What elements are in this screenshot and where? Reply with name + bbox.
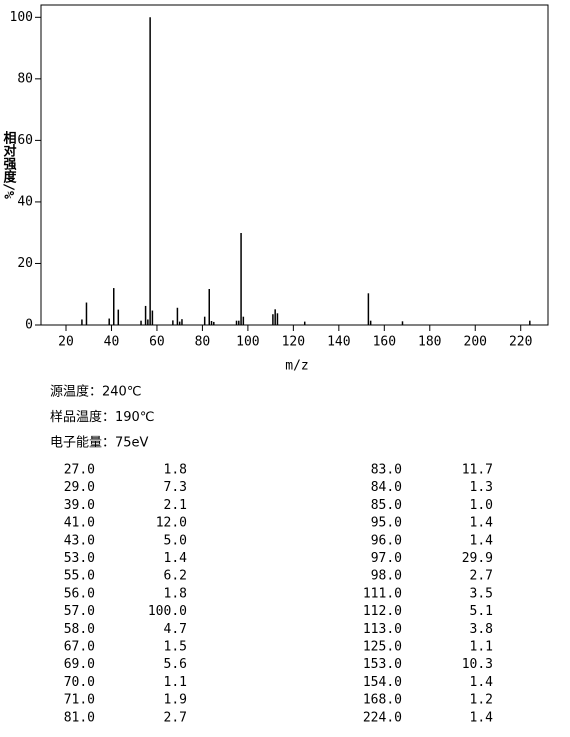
intensity-cell: 1.4 bbox=[470, 710, 494, 725]
intensity-cell: 100.0 bbox=[148, 604, 187, 619]
intensity-cell: 4.7 bbox=[164, 622, 187, 637]
mz-cell: 168.0 bbox=[363, 693, 402, 708]
x-tick-label: 60 bbox=[149, 335, 165, 350]
condition-line: 样品温度：190℃ bbox=[50, 409, 154, 425]
x-tick-label: 40 bbox=[104, 335, 120, 350]
intensity-cell: 1.4 bbox=[164, 551, 188, 566]
mz-cell: 27.0 bbox=[64, 463, 95, 478]
mz-cell: 39.0 bbox=[64, 498, 95, 513]
intensity-cell: 5.6 bbox=[164, 657, 187, 672]
y-tick-label: 40 bbox=[17, 194, 33, 209]
intensity-cell: 7.3 bbox=[164, 480, 187, 495]
mz-cell: 98.0 bbox=[371, 569, 402, 584]
x-tick-label: 140 bbox=[327, 335, 350, 350]
mz-cell: 57.0 bbox=[64, 604, 95, 619]
mz-cell: 224.0 bbox=[363, 710, 402, 725]
plot-frame bbox=[40, 4, 549, 326]
mz-cell: 125.0 bbox=[363, 640, 402, 655]
intensity-cell: 2.7 bbox=[164, 710, 187, 725]
mz-cell: 96.0 bbox=[371, 533, 402, 548]
mz-cell: 112.0 bbox=[363, 604, 402, 619]
x-tick-label: 120 bbox=[282, 335, 305, 350]
mz-cell: 69.0 bbox=[64, 657, 95, 672]
intensity-cell: 12.0 bbox=[156, 516, 187, 531]
mz-cell: 113.0 bbox=[363, 622, 402, 637]
x-tick-label: 20 bbox=[58, 335, 74, 350]
intensity-cell: 1.4 bbox=[470, 533, 494, 548]
mz-cell: 154.0 bbox=[363, 675, 402, 690]
intensity-cell: 1.4 bbox=[470, 675, 494, 690]
mz-cell: 97.0 bbox=[371, 551, 402, 566]
intensity-cell: 3.8 bbox=[470, 622, 493, 637]
mz-cell: 95.0 bbox=[371, 516, 402, 531]
y-tick-label: 60 bbox=[17, 133, 33, 148]
intensity-cell: 6.2 bbox=[164, 569, 187, 584]
mz-cell: 85.0 bbox=[371, 498, 402, 513]
intensity-cell: 29.9 bbox=[462, 551, 493, 566]
intensity-cell: 1.1 bbox=[470, 640, 493, 655]
condition-line: 电子能量：75eV bbox=[50, 436, 149, 451]
intensity-cell: 2.1 bbox=[164, 498, 187, 513]
mz-cell: 70.0 bbox=[64, 675, 95, 690]
mz-cell: 84.0 bbox=[371, 480, 402, 495]
y-tick-label: 0 bbox=[25, 318, 33, 333]
intensity-cell: 1.2 bbox=[470, 693, 493, 708]
mz-cell: 153.0 bbox=[363, 657, 402, 672]
intensity-cell: 1.0 bbox=[470, 498, 493, 513]
x-tick-label: 160 bbox=[373, 335, 396, 350]
intensity-cell: 2.7 bbox=[470, 569, 493, 584]
y-tick-label: 100 bbox=[10, 10, 33, 25]
mz-cell: 81.0 bbox=[64, 710, 95, 725]
mz-cell: 58.0 bbox=[64, 622, 95, 637]
intensity-cell: 3.5 bbox=[470, 586, 493, 601]
mz-cell: 111.0 bbox=[363, 586, 402, 601]
x-tick-label: 180 bbox=[418, 335, 441, 350]
intensity-cell: 1.5 bbox=[164, 640, 187, 655]
mz-cell: 83.0 bbox=[371, 463, 402, 478]
x-axis-label: m/z bbox=[285, 359, 308, 374]
mz-cell: 55.0 bbox=[64, 569, 95, 584]
x-tick-label: 220 bbox=[509, 335, 532, 350]
x-tick-label: 200 bbox=[464, 335, 487, 350]
y-tick-label: 20 bbox=[17, 256, 33, 271]
mz-cell: 71.0 bbox=[64, 693, 95, 708]
intensity-cell: 1.9 bbox=[164, 693, 187, 708]
intensity-cell: 1.8 bbox=[164, 463, 187, 478]
mz-cell: 53.0 bbox=[64, 551, 95, 566]
intensity-cell: 1.4 bbox=[470, 516, 494, 531]
mz-cell: 67.0 bbox=[64, 640, 95, 655]
intensity-cell: 5.0 bbox=[164, 533, 187, 548]
intensity-cell: 1.8 bbox=[164, 586, 187, 601]
intensity-cell: 1.3 bbox=[470, 480, 493, 495]
y-tick-label: 80 bbox=[17, 71, 33, 86]
intensity-cell: 11.7 bbox=[462, 463, 493, 478]
intensity-cell: 10.3 bbox=[462, 657, 493, 672]
mz-cell: 29.0 bbox=[64, 480, 95, 495]
mz-cell: 43.0 bbox=[64, 533, 95, 548]
mz-cell: 41.0 bbox=[64, 516, 95, 531]
mz-cell: 56.0 bbox=[64, 586, 95, 601]
intensity-cell: 1.1 bbox=[164, 675, 187, 690]
y-axis-label: 相对强度/% bbox=[1, 131, 17, 199]
x-tick-label: 80 bbox=[195, 335, 211, 350]
x-tick-label: 100 bbox=[236, 335, 259, 350]
intensity-cell: 5.1 bbox=[470, 604, 493, 619]
condition-line: 源温度：240℃ bbox=[50, 384, 141, 400]
